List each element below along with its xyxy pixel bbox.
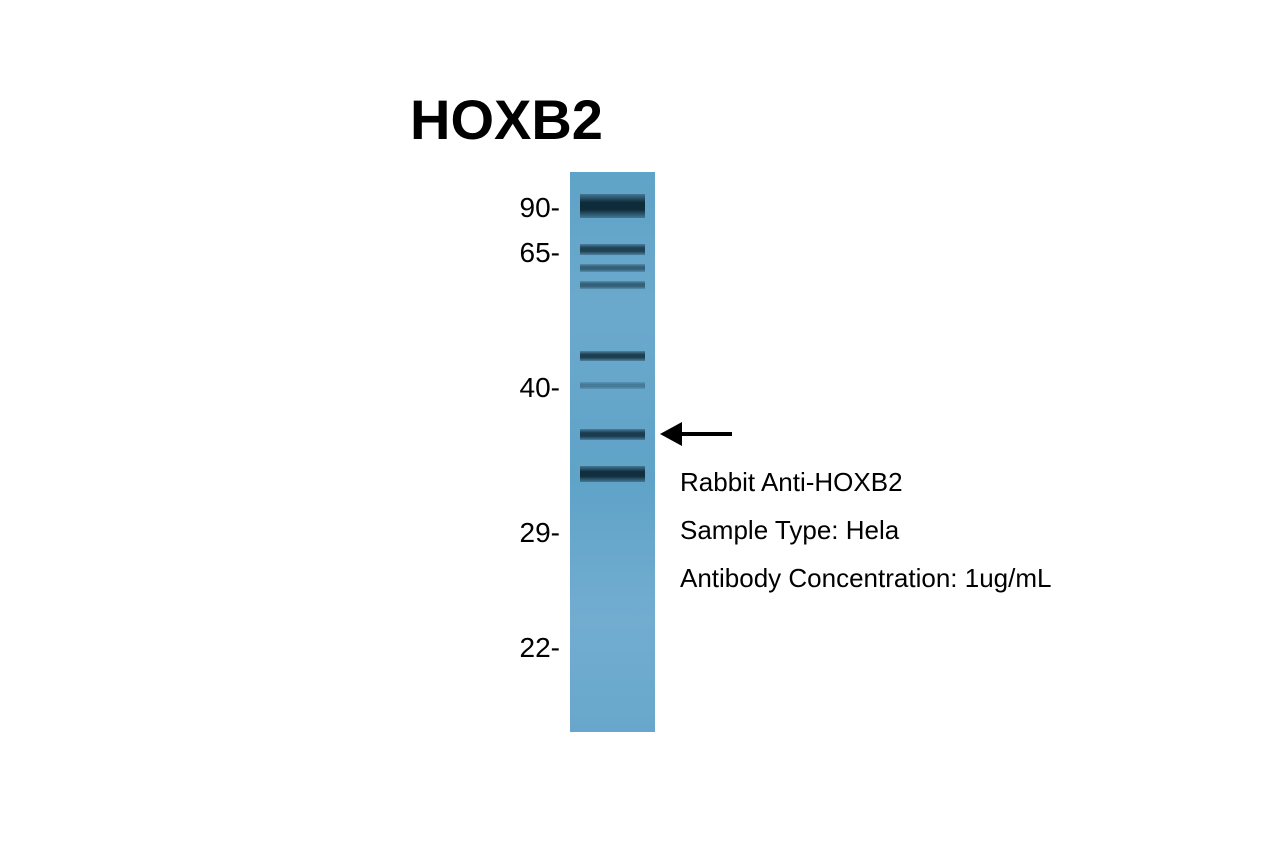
- info-line-conc: Antibody Concentration: 1ug/mL: [680, 563, 1051, 594]
- band-4: [580, 351, 645, 361]
- info-line-antibody: Rabbit Anti-HOXB2: [680, 467, 903, 498]
- band-3: [580, 281, 645, 289]
- info-line-sample: Sample Type: Hela: [680, 515, 899, 546]
- marker-29: 29-: [500, 517, 560, 549]
- blot-figure: HOXB2 90- 65- 40- 29- 22- Rabbit Anti-HO…: [140, 77, 1140, 777]
- blot-lane: [570, 172, 655, 732]
- band-2: [580, 264, 645, 272]
- marker-65: 65-: [500, 237, 560, 269]
- target-arrow: [660, 422, 732, 446]
- band-7: [580, 466, 645, 482]
- marker-90: 90-: [500, 192, 560, 224]
- band-1: [580, 244, 645, 255]
- marker-22: 22-: [500, 632, 560, 664]
- band-5: [580, 382, 645, 389]
- arrow-head-icon: [660, 422, 682, 446]
- band-0: [580, 194, 645, 218]
- figure-title: HOXB2: [410, 87, 603, 152]
- band-6: [580, 429, 645, 440]
- arrow-line: [682, 432, 732, 436]
- marker-40: 40-: [500, 372, 560, 404]
